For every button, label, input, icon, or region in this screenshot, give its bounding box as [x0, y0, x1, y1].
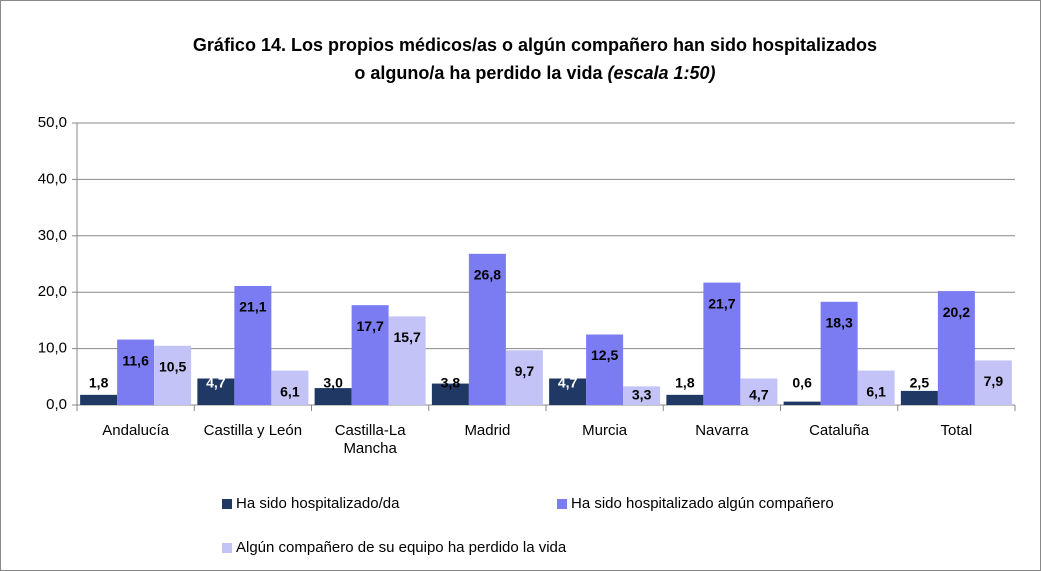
bar [937, 291, 975, 405]
bar [154, 345, 192, 405]
value-label: 11,6 [122, 352, 149, 368]
bar [586, 334, 624, 405]
bar [703, 282, 741, 405]
x-tick-label: Andalucía [102, 422, 169, 439]
legend-swatch [222, 499, 232, 509]
value-label: 0,6 [792, 375, 812, 391]
bar [314, 388, 352, 405]
x-tick-label: Total [940, 422, 973, 439]
value-label: 17,7 [357, 318, 384, 334]
value-label: 15,7 [394, 329, 421, 345]
bar [388, 316, 426, 405]
value-label: 20,2 [943, 304, 970, 320]
bar [666, 394, 704, 405]
bar [431, 383, 469, 405]
value-label: 3,3 [632, 387, 652, 403]
bar [197, 378, 235, 405]
value-label: 1,8 [675, 375, 695, 391]
value-label: 7,9 [984, 373, 1004, 389]
bar [505, 350, 543, 405]
value-label: 3,8 [441, 375, 461, 391]
x-tick-label: Murcia [582, 422, 628, 439]
value-label: 4,7 [749, 387, 769, 403]
bar [820, 301, 858, 405]
bar [783, 401, 821, 405]
legend-label: Ha sido hospitalizado/da [236, 495, 400, 512]
bar [468, 253, 506, 405]
legend-label: Ha sido hospitalizado algún compañero [571, 495, 834, 512]
y-tick-label: 10,0 [38, 340, 67, 357]
bar [900, 390, 938, 405]
bar [974, 360, 1012, 405]
legend-label: Algún compañero de su equipo ha perdido … [236, 539, 567, 556]
value-label: 2,5 [910, 375, 930, 391]
value-label: 4,7 [558, 375, 578, 391]
y-tick-label: 50,0 [38, 114, 67, 131]
value-label: 21,1 [239, 299, 266, 315]
value-label: 6,1 [866, 383, 886, 399]
bar [623, 386, 661, 405]
legend-swatch [222, 543, 232, 553]
bar [117, 339, 155, 405]
chart-title: o alguno/a ha perdido la vida (escala 1:… [354, 63, 715, 83]
value-label: 18,3 [826, 314, 853, 330]
bar [271, 370, 309, 405]
chart-title: Gráfico 14. Los propios médicos/as o alg… [193, 35, 877, 55]
value-label: 12,5 [591, 347, 618, 363]
bar [549, 378, 587, 405]
title-note: (escala 1:50) [607, 63, 715, 83]
y-tick-label: 40,0 [38, 170, 67, 187]
value-label: 10,5 [159, 358, 186, 374]
x-tick-label: Madrid [464, 422, 511, 439]
bar [740, 378, 778, 405]
value-label: 3,0 [323, 375, 343, 391]
value-label: 1,8 [89, 375, 109, 391]
x-tick-label: Cataluña [809, 422, 870, 439]
value-label: 6,1 [280, 383, 300, 399]
bar [234, 285, 272, 405]
bar [80, 394, 118, 405]
value-label: 21,7 [708, 295, 735, 311]
bar [351, 305, 389, 405]
value-label: 9,7 [515, 363, 535, 379]
x-tick-label: Navarra [695, 422, 749, 439]
value-label: 4,7 [206, 375, 226, 391]
y-tick-label: 0,0 [46, 396, 67, 413]
legend-swatch [557, 499, 567, 509]
y-tick-label: 30,0 [38, 227, 67, 244]
y-tick-label: 20,0 [38, 283, 67, 300]
value-label: 26,8 [474, 267, 501, 283]
x-tick-label: Castilla y León [203, 422, 303, 439]
bar [857, 370, 895, 405]
x-tick-label: Castilla-La Mancha [334, 422, 406, 457]
chart-title: o alguno/a ha perdido la vida [354, 63, 603, 83]
